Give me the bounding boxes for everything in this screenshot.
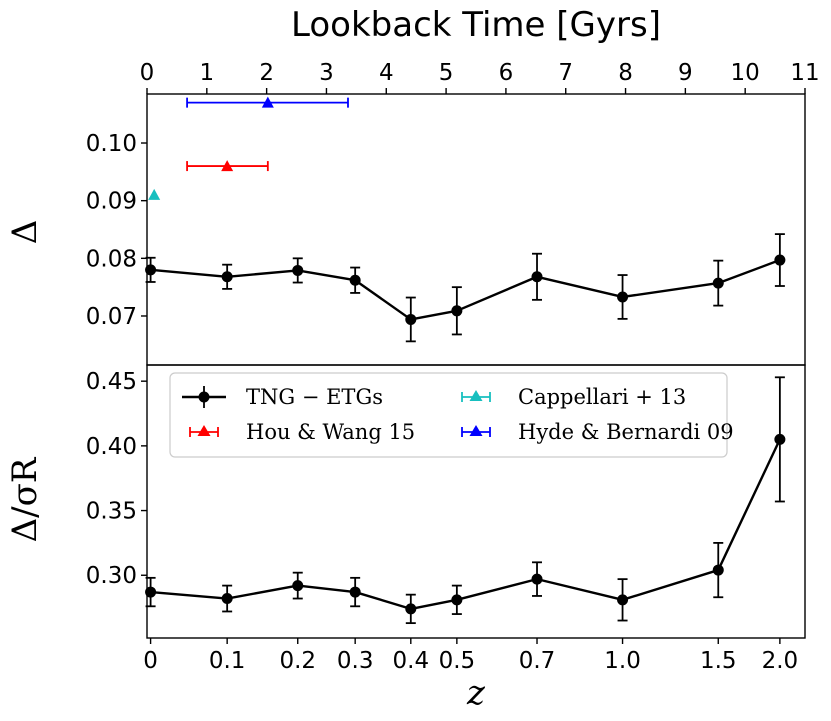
data-point	[292, 264, 304, 276]
top-axis-title: Lookback Time [Gyrs]	[291, 5, 661, 45]
legend-label-hou: Hou & Wang 15	[246, 420, 415, 444]
series-line	[150, 258, 781, 321]
top-axis-tick-label: 3	[319, 60, 334, 86]
data-point	[712, 564, 724, 576]
data-point	[451, 594, 463, 606]
data-point	[774, 433, 786, 445]
top-axis-tick-label: 1	[199, 60, 214, 86]
legend-box	[169, 372, 728, 458]
legend-entry-hou: Hou & Wang 15	[189, 420, 415, 444]
top-axis-tick-label: 11	[790, 60, 819, 86]
y-axis-tick-label: 0.07	[86, 304, 137, 330]
obs-marker	[261, 96, 274, 108]
x-axis-tick-label: 0.2	[279, 648, 316, 674]
data-point	[617, 594, 629, 606]
x-axis-tick-label: 0.1	[209, 648, 246, 674]
x-axis-tick-label: 1.5	[700, 648, 737, 674]
x-axis-tick-label: 2.0	[762, 648, 799, 674]
legend-entry-hyde: Hyde & Bernardi 09	[461, 420, 734, 444]
data-point	[145, 586, 157, 598]
data-point	[451, 305, 463, 317]
series-line	[150, 438, 781, 611]
legend: TNG − ETGs Hou & Wang 15 Cappellari + 13…	[169, 372, 734, 458]
top-panel-frame	[146, 93, 806, 366]
data-point	[405, 313, 417, 325]
top-axis-tick-label: 8	[618, 60, 633, 86]
y-axis-tick-label: 0.08	[86, 246, 137, 272]
data-point	[531, 271, 543, 283]
data-point	[349, 586, 361, 598]
y-axis-tick-label: 0.45	[86, 369, 137, 395]
y-axis-label-bottom: Δ/σR	[5, 456, 45, 542]
bottom-panel-frame	[146, 364, 806, 639]
top-axis-tick-label: 4	[379, 60, 394, 86]
plot-layer: 0 1 2 3 4 5 6 7 8 9 10 11 0 0.1 0.2 0.3 0.4 0.5 0.7 1.0 1.5 2…	[86, 60, 820, 674]
data-point	[531, 573, 543, 585]
legend-entry-tng: TNG − ETGs	[182, 385, 383, 409]
top-axis-tick-label: 2	[259, 60, 274, 86]
x-axis-tick-label: 0.5	[439, 648, 476, 674]
legend-entry-cappellari: Cappellari + 13	[461, 385, 686, 409]
x-axis-tick-label: 1.0	[604, 648, 641, 674]
data-point	[617, 291, 629, 303]
x-axis-tick-label: 0.3	[337, 648, 374, 674]
top-axis-tick-label: 7	[558, 60, 573, 86]
top-axis-tick-label: 0	[140, 60, 155, 86]
legend-label-cappellari: Cappellari + 13	[518, 385, 686, 409]
data-point	[712, 277, 724, 289]
obs-marker	[221, 160, 234, 172]
top-axis-tick-label: 9	[678, 60, 693, 86]
x-axis-label: z	[466, 673, 486, 713]
y-axis-tick-label: 0.35	[86, 499, 137, 525]
data-point	[349, 274, 361, 286]
y-axis-label-top: Δ	[5, 220, 45, 245]
data-point	[221, 593, 233, 605]
legend-label-hyde: Hyde & Bernardi 09	[518, 420, 734, 444]
top-axis-tick-label: 6	[499, 60, 514, 86]
top-axis-tick-label: 5	[439, 60, 454, 86]
x-axis-tick-label: 0.7	[519, 648, 556, 674]
y-axis-tick-label: 0.40	[86, 434, 137, 460]
data-point	[405, 603, 417, 615]
top-axis-tick-label: 10	[731, 60, 760, 86]
y-axis-tick-label: 0.09	[86, 189, 137, 215]
x-axis-tick-label: 0	[143, 648, 158, 674]
legend-label-tng: TNG − ETGs	[246, 385, 383, 409]
y-axis-tick-label: 0.10	[86, 131, 137, 157]
data-point	[774, 254, 786, 266]
data-point	[221, 271, 233, 283]
data-point	[145, 264, 157, 276]
data-point	[292, 580, 304, 592]
x-axis-tick-label: 0.4	[393, 648, 430, 674]
y-axis-tick-label: 0.30	[86, 563, 137, 589]
obs-marker	[148, 188, 161, 200]
